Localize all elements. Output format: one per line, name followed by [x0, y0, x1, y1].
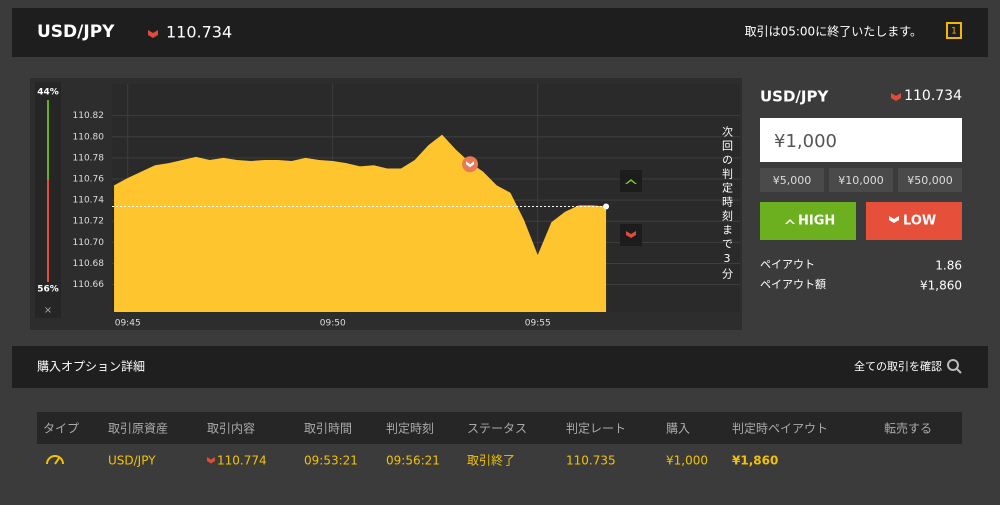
preset-label: ¥5,000 — [773, 174, 812, 187]
table-header-cell: ステータス — [467, 422, 527, 436]
panel-pair: USD/JPY — [760, 88, 829, 106]
y-tick-label: 110.80 — [73, 132, 105, 142]
preset-button[interactable] — [829, 168, 893, 192]
preset-button[interactable] — [760, 168, 824, 192]
header-bar — [12, 8, 988, 57]
payout-amount: ¥1,860 — [920, 279, 962, 293]
table-header-cell: 購入 — [666, 422, 690, 436]
preset-label: ¥10,000 — [838, 174, 884, 187]
y-tick-label: 110.76 — [73, 175, 105, 185]
y-tick-label: 110.70 — [73, 238, 105, 248]
table-header-cell: 転売する — [884, 421, 932, 436]
table-cell: 09:56:21 — [386, 454, 440, 468]
table-header-cell: 取引時間 — [304, 422, 352, 436]
view-all[interactable]: 全ての取引を確認 — [854, 359, 942, 373]
details-bar — [12, 346, 988, 388]
notice-icon[interactable] — [946, 22, 962, 39]
notice-icon-digit: 1 — [951, 27, 957, 37]
table-cell: USD/JPY — [108, 454, 156, 468]
high-marker — [625, 179, 637, 184]
x-tick-label: 09:50 — [320, 319, 346, 329]
table-header — [37, 412, 962, 444]
payout-label: ペイアウト — [760, 258, 815, 271]
table-cell: 110.735 — [566, 454, 616, 468]
low-label: LOW — [903, 214, 936, 229]
high-label: HIGH — [798, 214, 835, 229]
x-tick-label: 09:55 — [525, 319, 551, 329]
rate: 110.734 — [166, 23, 232, 42]
gauge-low-label: 56% — [37, 285, 59, 295]
table-cell: ¥1,860 — [732, 454, 778, 468]
panel-rate: 110.734 — [904, 88, 962, 104]
gauge-close[interactable]: × — [44, 305, 52, 316]
pair: USD/JPY — [37, 22, 115, 42]
search-icon-handle — [956, 368, 962, 374]
down-icon — [891, 93, 901, 101]
current-rate-dot — [603, 203, 610, 210]
table-header-cell: 判定レート — [566, 422, 626, 436]
details-title: 購入オプション詳細 — [37, 359, 145, 374]
entry-icon — [466, 161, 475, 168]
table-cell: 110.774 — [217, 454, 267, 468]
table-cell: ¥1,000 — [666, 454, 708, 468]
payout-amount-label: ペイアウト額 — [760, 277, 826, 291]
table-cell: 09:53:21 — [304, 454, 358, 468]
amount-input[interactable] — [760, 118, 962, 162]
preset-label: ¥50,000 — [907, 174, 953, 187]
y-tick-label: 110.72 — [73, 217, 105, 227]
low-marker — [626, 231, 636, 238]
type-icon-needle — [54, 457, 60, 465]
low-button[interactable] — [866, 202, 962, 240]
amount: ¥1,000 — [774, 131, 837, 152]
table-header-cell: タイプ — [43, 422, 79, 436]
y-tick-label: 110.68 — [73, 259, 105, 269]
down-icon — [207, 457, 215, 464]
table-header-cell: 取引内容 — [207, 422, 255, 436]
y-tick-label: 110.78 — [73, 153, 105, 163]
y-tick-label: 110.66 — [73, 280, 105, 290]
table-header-cell: 判定時刻 — [386, 422, 434, 436]
price-area — [114, 134, 607, 312]
payout: 1.86 — [935, 259, 962, 273]
down-icon — [148, 30, 158, 38]
preset-button[interactable] — [898, 168, 962, 192]
high-icon — [785, 219, 795, 224]
type-icon — [46, 455, 64, 465]
table-header-cell: 判定時ペイアウト — [732, 422, 828, 436]
low-icon — [889, 216, 899, 223]
countdown: 次回の判定時刻まで3分 — [721, 126, 734, 282]
table-header-cell: 取引原資産 — [108, 422, 168, 436]
gauge-high-label: 44% — [37, 88, 59, 98]
notice: 取引は05:00に終了いたします。 — [745, 24, 922, 39]
search-icon[interactable] — [947, 359, 959, 371]
x-tick-label: 09:45 — [115, 319, 141, 329]
high-button[interactable] — [760, 202, 856, 240]
y-tick-label: 110.74 — [73, 196, 105, 206]
table-cell: 取引終了 — [467, 453, 515, 468]
y-tick-label: 110.82 — [73, 111, 105, 121]
